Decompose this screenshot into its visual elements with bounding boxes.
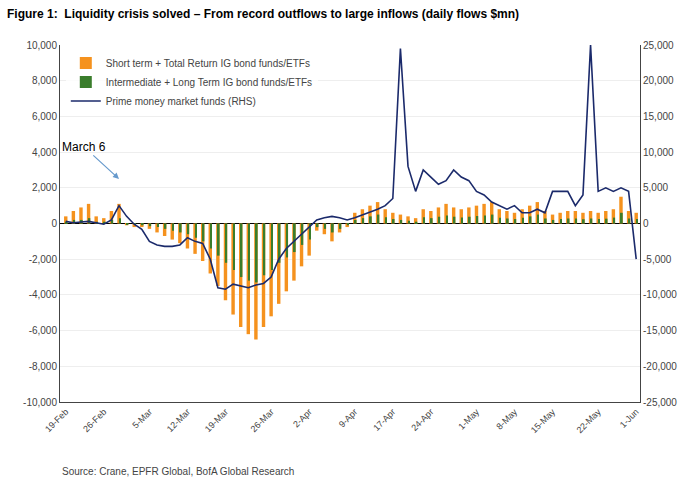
svg-text:25,000: 25,000 <box>643 40 674 51</box>
svg-text:Prime money market funds (RHS): Prime money market funds (RHS) <box>106 96 256 107</box>
svg-text:-5,000: -5,000 <box>643 254 672 265</box>
svg-text:10,000: 10,000 <box>643 147 674 158</box>
svg-text:-4,000: -4,000 <box>29 289 58 300</box>
svg-text:4,000: 4,000 <box>32 147 57 158</box>
svg-text:20,000: 20,000 <box>643 75 674 86</box>
svg-text:1-Jun: 1-Jun <box>618 407 641 430</box>
svg-text:Figure 1: Liquidity crisis so: Figure 1: Liquidity crisis solved – From… <box>7 7 519 21</box>
svg-text:19-Mar: 19-Mar <box>203 407 230 434</box>
svg-text:2,000: 2,000 <box>32 182 57 193</box>
svg-text:22-May: 22-May <box>574 406 603 435</box>
svg-text:-20,000: -20,000 <box>643 361 677 372</box>
svg-text:Intermediate + Long Term IG bo: Intermediate + Long Term IG bond funds/E… <box>106 77 312 88</box>
svg-text:12-Mar: 12-Mar <box>165 407 192 434</box>
svg-text:1-May: 1-May <box>456 406 481 431</box>
svg-text:-25,000: -25,000 <box>643 397 677 408</box>
svg-text:5-Mar: 5-Mar <box>130 407 154 431</box>
svg-text:15-May: 15-May <box>529 406 558 435</box>
svg-text:-2,000: -2,000 <box>29 254 58 265</box>
svg-text:Source: Crane, EPFR Global, Bo: Source: Crane, EPFR Global, BofA Global … <box>62 466 294 477</box>
svg-text:9-Apr: 9-Apr <box>337 407 360 430</box>
svg-text:17-Apr: 17-Apr <box>371 407 397 433</box>
svg-text:March 6: March 6 <box>62 140 106 154</box>
svg-text:8-May: 8-May <box>494 406 519 431</box>
svg-text:-10,000: -10,000 <box>23 397 57 408</box>
svg-text:-8,000: -8,000 <box>29 361 58 372</box>
svg-text:-6,000: -6,000 <box>29 325 58 336</box>
svg-text:0: 0 <box>51 218 57 229</box>
svg-text:10,000: 10,000 <box>26 40 57 51</box>
svg-text:Short term + Total Return IG b: Short term + Total Return IG bond funds/… <box>106 58 310 69</box>
svg-text:8,000: 8,000 <box>32 75 57 86</box>
svg-text:-15,000: -15,000 <box>643 325 677 336</box>
svg-text:24-Apr: 24-Apr <box>409 407 435 433</box>
svg-text:15,000: 15,000 <box>643 111 674 122</box>
svg-text:2-Apr: 2-Apr <box>291 407 314 430</box>
svg-text:26-Mar: 26-Mar <box>248 407 275 434</box>
svg-text:0: 0 <box>643 218 649 229</box>
svg-text:-10,000: -10,000 <box>643 289 677 300</box>
svg-text:6,000: 6,000 <box>32 111 57 122</box>
svg-text:5,000: 5,000 <box>643 182 668 193</box>
svg-text:19-Feb: 19-Feb <box>43 407 70 434</box>
svg-text:26-Feb: 26-Feb <box>81 407 108 434</box>
